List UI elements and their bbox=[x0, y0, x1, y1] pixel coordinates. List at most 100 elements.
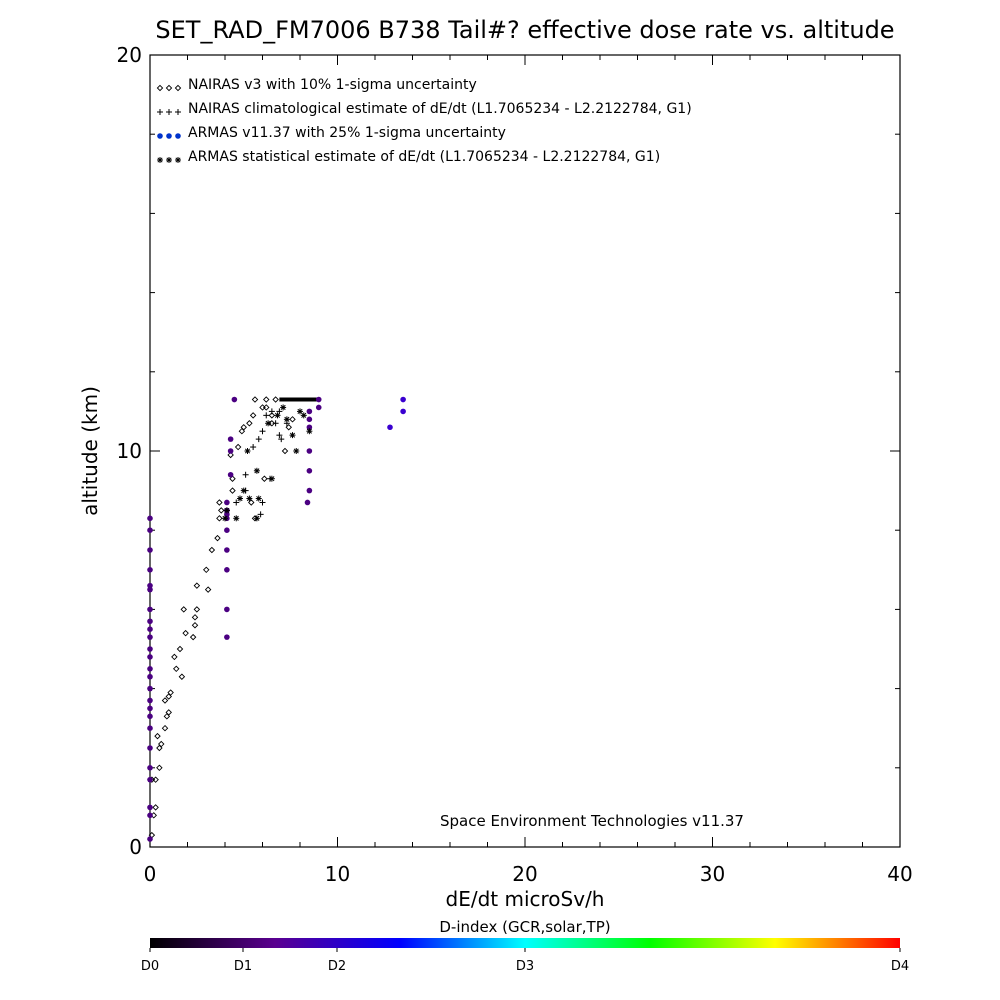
point-dot bbox=[147, 804, 153, 811]
point-dot bbox=[147, 618, 153, 625]
point-diamond bbox=[173, 665, 180, 673]
point-diamond bbox=[193, 582, 201, 589]
point-dot bbox=[147, 606, 153, 613]
y-tick-label: 20 bbox=[117, 43, 142, 67]
point-dot bbox=[306, 424, 313, 431]
legend-entry: NAIRAS climatological estimate of dE/dt … bbox=[157, 101, 692, 117]
point-dot bbox=[315, 404, 322, 411]
y-tick-label: 0 bbox=[129, 835, 142, 859]
axis-tick-labels: 0 10 20 30 40 0 10 20 bbox=[117, 43, 913, 886]
point-asterisk bbox=[274, 412, 281, 419]
credit-text: Space Environment Technologies v11.37 bbox=[440, 812, 744, 830]
point-asterisk bbox=[233, 515, 240, 522]
point-diamond bbox=[165, 84, 173, 92]
point-dot bbox=[147, 776, 153, 783]
point-dot bbox=[227, 471, 234, 478]
legend-label: ARMAS statistical estimate of dE/dt (L1.… bbox=[188, 149, 660, 165]
point-dot bbox=[157, 133, 163, 139]
point-dot bbox=[147, 745, 153, 751]
legend-label: NAIRAS climatological estimate of dE/dt … bbox=[188, 101, 692, 117]
colorbar-label: D3 bbox=[516, 959, 534, 974]
point-diamond bbox=[248, 499, 255, 506]
point-dot bbox=[166, 133, 172, 139]
series-3 bbox=[222, 404, 313, 522]
point-plus bbox=[255, 436, 262, 443]
point-diamond bbox=[152, 804, 159, 811]
point-asterisk bbox=[166, 157, 172, 163]
point-dot bbox=[147, 527, 153, 533]
point-asterisk bbox=[223, 507, 230, 514]
point-asterisk bbox=[240, 487, 247, 494]
point-dot bbox=[147, 666, 153, 672]
y-axis-label: altitude (km) bbox=[78, 386, 102, 516]
point-diamond bbox=[218, 507, 225, 514]
point-diamond bbox=[246, 420, 253, 427]
point-dot bbox=[147, 836, 153, 842]
point-diamond bbox=[182, 629, 189, 637]
point-dot bbox=[147, 586, 153, 593]
point-dot bbox=[147, 697, 153, 704]
point-plus bbox=[157, 109, 163, 115]
point-diamond bbox=[229, 487, 236, 494]
plot-area-frame bbox=[149, 54, 901, 848]
point-diamond bbox=[156, 84, 164, 92]
point-dot bbox=[147, 725, 153, 731]
point-dot bbox=[227, 436, 234, 442]
point-asterisk bbox=[244, 448, 251, 454]
point-dot bbox=[227, 448, 234, 454]
point-dot bbox=[147, 765, 153, 771]
y-tick-label: 10 bbox=[117, 439, 142, 463]
point-diamond bbox=[176, 645, 184, 653]
point-dot bbox=[147, 646, 153, 652]
point-plus bbox=[276, 432, 283, 439]
x-axis-label: dE/dt microSv/h bbox=[446, 887, 605, 911]
point-asterisk bbox=[293, 448, 300, 454]
point-diamond bbox=[167, 689, 174, 696]
point-asterisk bbox=[157, 157, 163, 163]
point-diamond bbox=[154, 732, 161, 740]
legend: NAIRAS v3 with 10% 1-sigma uncertainty NA… bbox=[156, 77, 692, 165]
point-diamond bbox=[180, 606, 187, 613]
chart-title: SET_RAD_FM7006 B738 Tail#? effective dos… bbox=[155, 16, 894, 44]
colorbar-label: D0 bbox=[141, 959, 159, 974]
colorbar-label: D2 bbox=[328, 959, 346, 974]
point-diamond bbox=[214, 534, 221, 542]
point-dot bbox=[147, 673, 153, 680]
point-diamond bbox=[272, 396, 279, 403]
point-diamond bbox=[174, 84, 182, 92]
point-asterisk bbox=[268, 475, 275, 482]
point-dot bbox=[315, 396, 322, 403]
point-dot bbox=[224, 634, 230, 640]
series-layer bbox=[147, 396, 406, 842]
point-diamond bbox=[263, 404, 270, 411]
point-diamond bbox=[191, 614, 199, 621]
colorbar-label: D1 bbox=[234, 959, 252, 974]
x-tick-label: 20 bbox=[512, 862, 537, 886]
point-asterisk bbox=[253, 515, 260, 522]
point-plus bbox=[263, 412, 270, 419]
point-dot bbox=[147, 685, 153, 692]
point-plus bbox=[250, 444, 257, 451]
x-tick-label: 10 bbox=[325, 862, 350, 886]
point-diamond bbox=[263, 396, 270, 403]
point-dot bbox=[400, 408, 406, 415]
legend-entry: NAIRAS v3 with 10% 1-sigma uncertainty bbox=[156, 77, 477, 93]
point-diamond bbox=[208, 546, 216, 554]
point-asterisk bbox=[306, 428, 313, 435]
point-plus bbox=[233, 499, 240, 506]
point-dot bbox=[224, 567, 230, 573]
point-diamond bbox=[229, 475, 236, 482]
point-diamond bbox=[158, 740, 165, 748]
point-dot bbox=[147, 515, 153, 522]
point-dot bbox=[147, 626, 153, 632]
point-plus bbox=[272, 420, 279, 427]
point-dot bbox=[147, 582, 153, 589]
point-diamond bbox=[165, 709, 172, 716]
point-diamond bbox=[191, 622, 199, 629]
point-diamond bbox=[281, 447, 289, 455]
point-asterisk bbox=[283, 416, 290, 423]
point-dot bbox=[147, 654, 153, 660]
point-diamond bbox=[261, 475, 268, 482]
point-dot bbox=[231, 396, 238, 403]
point-diamond bbox=[156, 764, 163, 772]
